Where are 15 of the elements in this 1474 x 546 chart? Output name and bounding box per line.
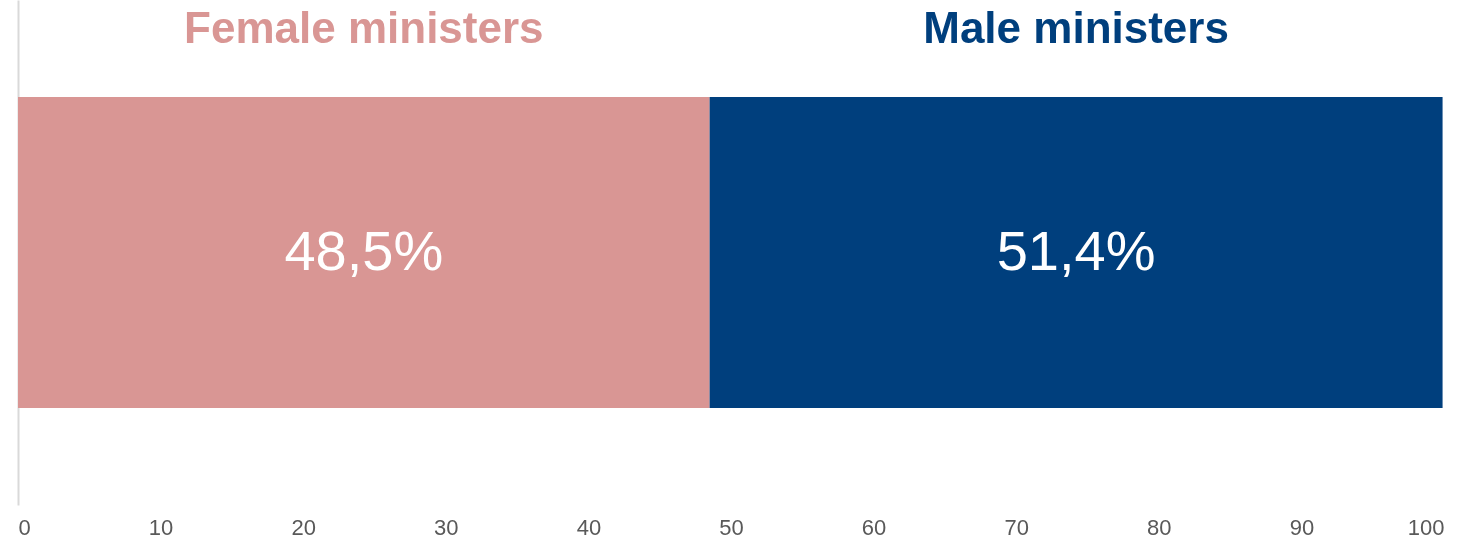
x-tick-label: 80 [1147,514,1172,540]
x-tick-label: 10 [148,514,174,540]
x-tick-label: 50 [719,514,744,540]
series-label: Male ministers [923,3,1229,52]
x-tick-label: 30 [434,514,459,540]
x-tick-label: 60 [861,514,887,540]
x-tick-label: 90 [1289,514,1315,540]
x-tick-label: 0 [18,514,31,540]
x-tick-label: 20 [291,514,316,540]
data-label: 48,5% [284,218,444,282]
x-tick-label: 100 [1407,514,1445,540]
x-tick-label: 70 [1004,514,1029,540]
data-label: 51,4% [996,218,1156,282]
series-label: Female ministers [184,3,544,52]
x-tick-label: 40 [576,514,602,540]
